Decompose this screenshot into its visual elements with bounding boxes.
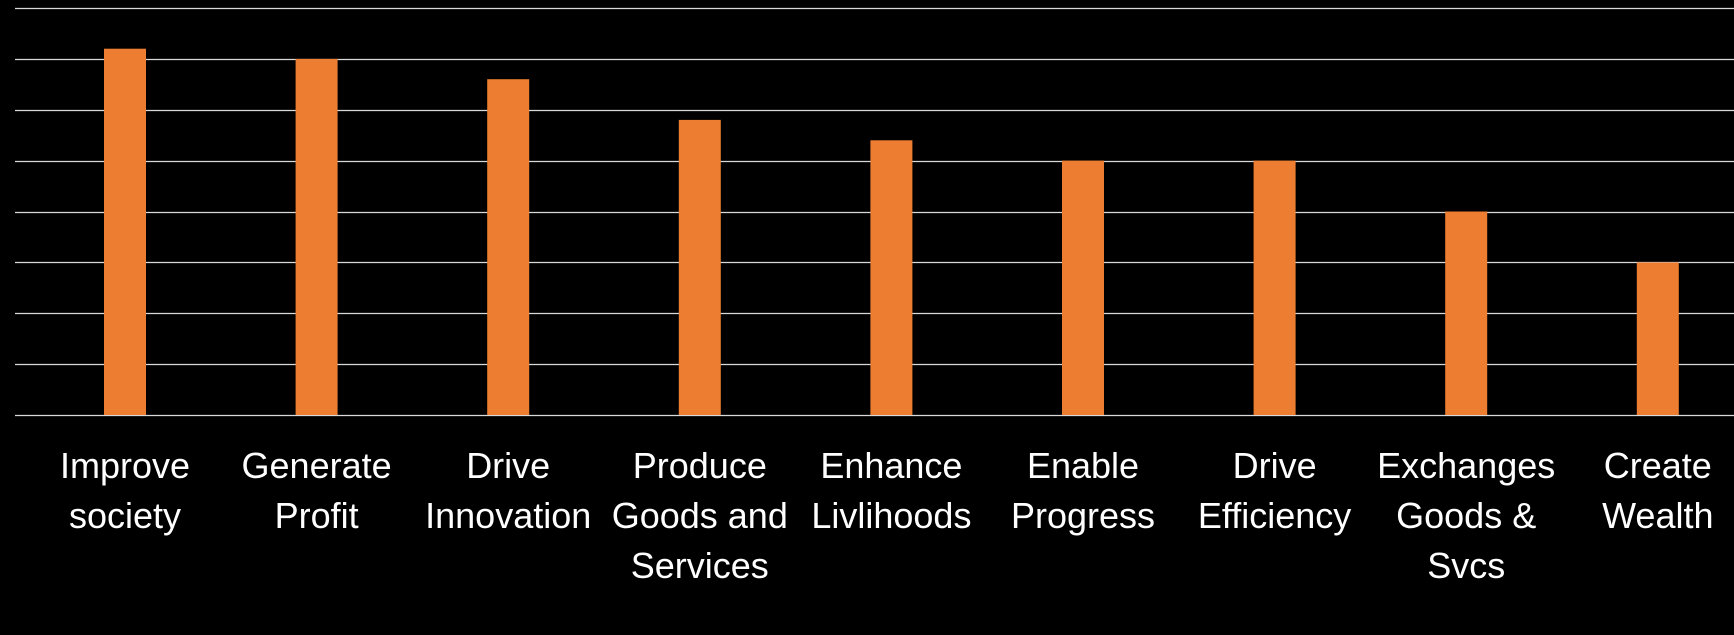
bar: [1445, 211, 1488, 415]
category-label-line: Goods &: [1396, 495, 1536, 536]
bar: [104, 48, 146, 415]
category-label-line: Enable: [1027, 445, 1139, 486]
category-label: Exchanges Goods & Svcs: [1377, 445, 1555, 586]
category-label-line: Exchanges: [1377, 445, 1555, 486]
category-label-line: Goods and: [612, 495, 788, 536]
category-label-line: Innovation: [425, 495, 591, 536]
category-label-line: Progress: [1011, 495, 1155, 536]
bars: [104, 48, 1679, 416]
category-label-line: Wealth: [1602, 495, 1713, 536]
category-label: Enable Progress: [1011, 445, 1155, 536]
category-labels: Improve society Generate Profit Drive Innovat…: [60, 445, 1714, 586]
category-label-line: Produce: [633, 445, 767, 486]
bar: [1636, 262, 1679, 415]
category-label: Enhance Livlihoods: [811, 445, 971, 536]
category-label-line: Drive: [466, 445, 550, 486]
category-label: Drive Innovation: [425, 445, 591, 536]
bar: [295, 58, 338, 416]
category-label: Create Wealth: [1602, 445, 1713, 536]
category-label: Produce Goods and Services: [612, 445, 788, 586]
category-label-line: Livlihoods: [811, 495, 971, 536]
bar: [1062, 160, 1104, 415]
bar: [678, 119, 721, 416]
category-label: Generate Profit: [242, 445, 392, 536]
bar: [1253, 160, 1296, 415]
bar: [487, 79, 530, 415]
category-label: Drive Efficiency: [1198, 445, 1351, 536]
category-label-line: Profit: [275, 495, 359, 536]
category-label-line: Create: [1604, 445, 1712, 486]
category-label-line: Generate: [242, 445, 392, 486]
category-label-line: Drive: [1233, 445, 1317, 486]
bar: [870, 140, 913, 416]
category-label-line: Services: [631, 545, 769, 586]
category-label-line: Svcs: [1427, 545, 1505, 586]
category-label: Improve society: [60, 445, 190, 536]
category-label-line: Enhance: [820, 445, 962, 486]
category-label-line: Efficiency: [1198, 495, 1351, 536]
category-label-line: society: [69, 495, 181, 536]
category-label-line: Improve: [60, 445, 190, 486]
